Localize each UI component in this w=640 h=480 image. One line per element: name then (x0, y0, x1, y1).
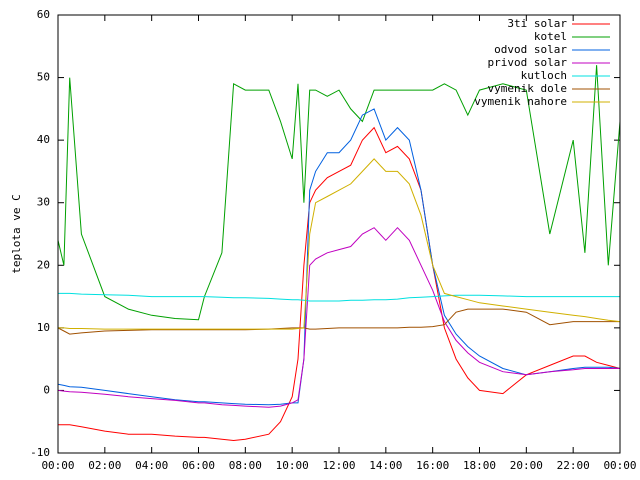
legend-label: 3ti solar (507, 17, 567, 30)
x-tick-label: 00:00 (603, 459, 636, 472)
series-line (58, 126, 621, 442)
x-tick-label: 00:00 (41, 459, 74, 472)
legend-label: vymenik dole (488, 82, 567, 95)
series-line (57, 108, 621, 406)
legend-label: kutloch (521, 69, 567, 82)
x-tick-label: 10:00 (276, 459, 309, 472)
y-tick-label: 10 (37, 321, 50, 334)
series-line (57, 65, 621, 321)
x-tick-label: 16:00 (416, 459, 449, 472)
series-line (58, 158, 621, 330)
x-tick-label: 20:00 (510, 459, 543, 472)
series-line (57, 226, 620, 408)
x-tick-label: 06:00 (182, 459, 215, 472)
series-line (58, 292, 620, 302)
x-tick-label: 14:00 (369, 459, 402, 472)
x-tick-label: 12:00 (322, 459, 355, 472)
x-tick-label: 04:00 (135, 459, 168, 472)
legend-label: privod solar (488, 56, 568, 69)
y-tick-label: 60 (37, 8, 50, 21)
y-tick-label: -10 (30, 446, 50, 459)
x-tick-label: 18:00 (463, 459, 496, 472)
series-line (57, 308, 620, 335)
legend-label: vymenik nahore (474, 95, 567, 108)
x-tick-label: 08:00 (229, 459, 262, 472)
legend-label: kotel (534, 30, 567, 43)
y-tick-label: 50 (37, 71, 50, 84)
legend-label: odvod solar (494, 43, 567, 56)
x-tick-label: 22:00 (557, 459, 590, 472)
y-tick-label: 40 (37, 133, 50, 146)
plot-frame (57, 14, 621, 454)
y-tick-label: 20 (37, 258, 50, 271)
y-axis-label: teplota ve C (10, 194, 23, 273)
y-tick-label: 0 (43, 383, 50, 396)
y-tick-label: 30 (37, 196, 50, 209)
x-tick-label: 02:00 (88, 459, 121, 472)
